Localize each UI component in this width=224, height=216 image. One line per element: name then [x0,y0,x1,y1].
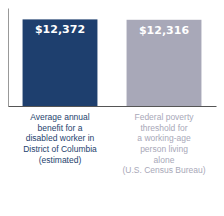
data-label: $12,316 [139,24,189,37]
bar [127,20,202,106]
x-axis-line [9,106,217,107]
data-labels: $12,372 $12,316 [35,23,189,36]
x-axis: Average annualbenefit for adisabled work… [9,106,217,175]
y-axis-line [8,9,9,107]
category-label: Average annualbenefit for adisabled work… [23,112,97,165]
bar [23,19,98,106]
x-tick: Average annualbenefit for adisabled work… [23,106,97,165]
chart: Average annualbenefit for adisabled work… [0,0,224,216]
y-axis [8,9,9,107]
category-label: Federal povertythreshold fora working-ag… [122,112,205,175]
data-label: $12,372 [35,23,85,36]
bars [23,19,202,106]
x-tick: Federal povertythreshold fora working-ag… [122,106,205,175]
